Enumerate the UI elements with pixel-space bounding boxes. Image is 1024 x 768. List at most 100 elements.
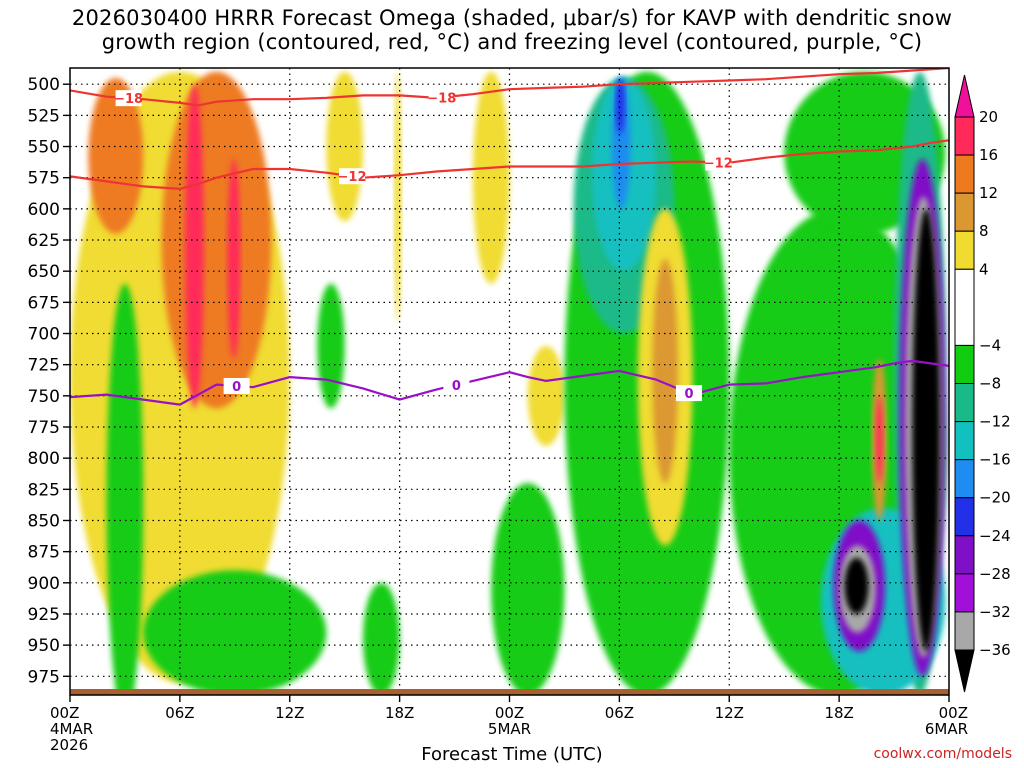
- x-tick-label-12-0: 12Z: [275, 704, 304, 722]
- colorbar-bin-2: [954, 192, 975, 232]
- y-tick-label-650: 650: [28, 262, 60, 282]
- colorbar-label-6: −8: [979, 375, 1001, 393]
- colorbar-bin-5: [954, 344, 975, 384]
- colorbar-label-7: −12: [979, 413, 1011, 431]
- contour-label-0-2: 0: [684, 387, 693, 402]
- y-tick-label-900: 900: [28, 574, 60, 594]
- contour-label-bg: [115, 90, 142, 107]
- ground-strip: [70, 689, 949, 695]
- omega-region-7: [472, 71, 510, 284]
- contour-label-0-1: 0: [452, 379, 461, 394]
- omega-region-11: [317, 283, 345, 409]
- temperature-contours: −18 −18 −12 −12 0 0 0: [70, 68, 949, 406]
- colorbar-bin-8: [954, 459, 975, 499]
- y-tick-label-950: 950: [28, 636, 60, 656]
- omega-shading: [70, 71, 946, 695]
- colorbar-bin-12: [954, 611, 975, 651]
- contour-label--12-1: −12: [704, 156, 733, 171]
- colorbar-bottom-arrow: [954, 649, 975, 693]
- contour-label-bg: [339, 168, 366, 185]
- colorbar-bin-0: [954, 116, 975, 156]
- y-tick-label-850: 850: [28, 511, 60, 531]
- colorbar-label-0: 20: [979, 108, 998, 126]
- colorbar-bin-3: [954, 230, 975, 270]
- x-tick-label-30-0: 06Z: [605, 704, 634, 722]
- y-axis: 500 525 550 575 600 625 650 675 700 725 750 775 800 8…: [28, 75, 70, 687]
- colorbar-top-arrow: [954, 74, 975, 118]
- omega-region-12: [363, 582, 400, 695]
- x-tick-label-6-0: 06Z: [165, 704, 194, 722]
- contour-line--12: [70, 139, 949, 190]
- omega-region-20: [652, 258, 678, 484]
- y-tick-label-750: 750: [28, 387, 60, 407]
- x-tick-label-0-0: 00Z: [50, 704, 79, 722]
- contour-label-bg: [443, 376, 470, 393]
- y-tick-label-975: 975: [28, 667, 60, 687]
- y-tick-label-500: 500: [28, 75, 60, 95]
- omega-region-3: [185, 84, 204, 409]
- y-tick-label-625: 625: [28, 231, 60, 251]
- omega-region-10: [143, 570, 327, 695]
- colorbar-label-13: −36: [979, 641, 1011, 659]
- colorbar-label-11: −28: [979, 565, 1011, 583]
- contour-label--18-0: −18: [114, 92, 143, 107]
- y-tick-label-675: 675: [28, 293, 60, 313]
- y-tick-label-800: 800: [28, 449, 60, 469]
- omega-region-29: [844, 557, 869, 614]
- omega-region-2: [161, 71, 272, 409]
- omega-region-8: [527, 345, 565, 446]
- colorbar-label-12: −32: [979, 603, 1011, 621]
- colorbar-bin-9: [954, 497, 975, 537]
- x-tick-label-0-1: 4MAR: [50, 720, 93, 738]
- colorbar-label-3: 8: [979, 222, 989, 240]
- y-tick-label-575: 575: [28, 169, 60, 189]
- colorbar-label-10: −24: [979, 527, 1011, 545]
- y-tick-label-600: 600: [28, 200, 60, 220]
- y-tick-label-825: 825: [28, 480, 60, 500]
- x-tick-label-48-0: 00Z: [939, 704, 968, 722]
- contour-line--18: [70, 68, 949, 107]
- y-tick-label-525: 525: [28, 106, 60, 126]
- x-tick-label-24-1: 5MAR: [488, 720, 531, 738]
- contour-label-bg: [428, 89, 455, 106]
- omega-region-32: [912, 208, 940, 652]
- x-tick-label-0-2: 2026: [50, 736, 88, 754]
- colorbar-label-8: −16: [979, 451, 1011, 469]
- contour-label-bg: [675, 385, 702, 402]
- colorbar-bin-10: [954, 535, 975, 575]
- contour-label-bg: [223, 377, 250, 394]
- colorbar-label-4: 4: [979, 260, 989, 278]
- x-tick-label-24-0: 00Z: [495, 704, 524, 722]
- colorbar: 20 16 12 8 4 −4 −8 −12 −16 −20 −24 −28 −32 −36: [954, 74, 1011, 693]
- omega-region-13: [491, 483, 565, 695]
- x-tick-label-18-0: 18Z: [385, 704, 414, 722]
- y-tick-label-550: 550: [28, 138, 60, 158]
- x-axis-label: Forecast Time (UTC): [421, 744, 603, 765]
- omega-region-4: [227, 158, 241, 359]
- colorbar-label-9: −20: [979, 489, 1011, 507]
- y-tick-label-875: 875: [28, 543, 60, 563]
- omega-region-5: [326, 71, 363, 222]
- grid-lines: [70, 68, 949, 695]
- colorbar-label-5: −4: [979, 336, 1001, 354]
- colorbar-bin-1: [954, 154, 975, 194]
- colorbar-bin-6: [954, 383, 975, 423]
- x-tick-label-42-0: 18Z: [824, 704, 853, 722]
- x-tick-label-48-1: 6MAR: [925, 720, 968, 738]
- colorbar-label-1: 16: [979, 146, 998, 164]
- colorbar-bin-4: [954, 268, 975, 346]
- y-tick-label-700: 700: [28, 325, 60, 345]
- contour-label-0-0: 0: [232, 380, 241, 395]
- omega-region-18: [615, 77, 625, 135]
- omega-region-9: [106, 283, 144, 695]
- credit-text: coolwx.com/models: [873, 746, 1012, 762]
- omega-region-1: [88, 77, 144, 234]
- x-tick-label-36-0: 12Z: [715, 704, 744, 722]
- colorbar-label-2: 12: [979, 184, 998, 202]
- title-line-2: growth region (contoured, red, °C) and f…: [101, 30, 923, 54]
- contour-label--18-1: −18: [427, 91, 456, 106]
- contour-label--12-0: −12: [338, 170, 367, 185]
- omega-region-6: [394, 71, 402, 322]
